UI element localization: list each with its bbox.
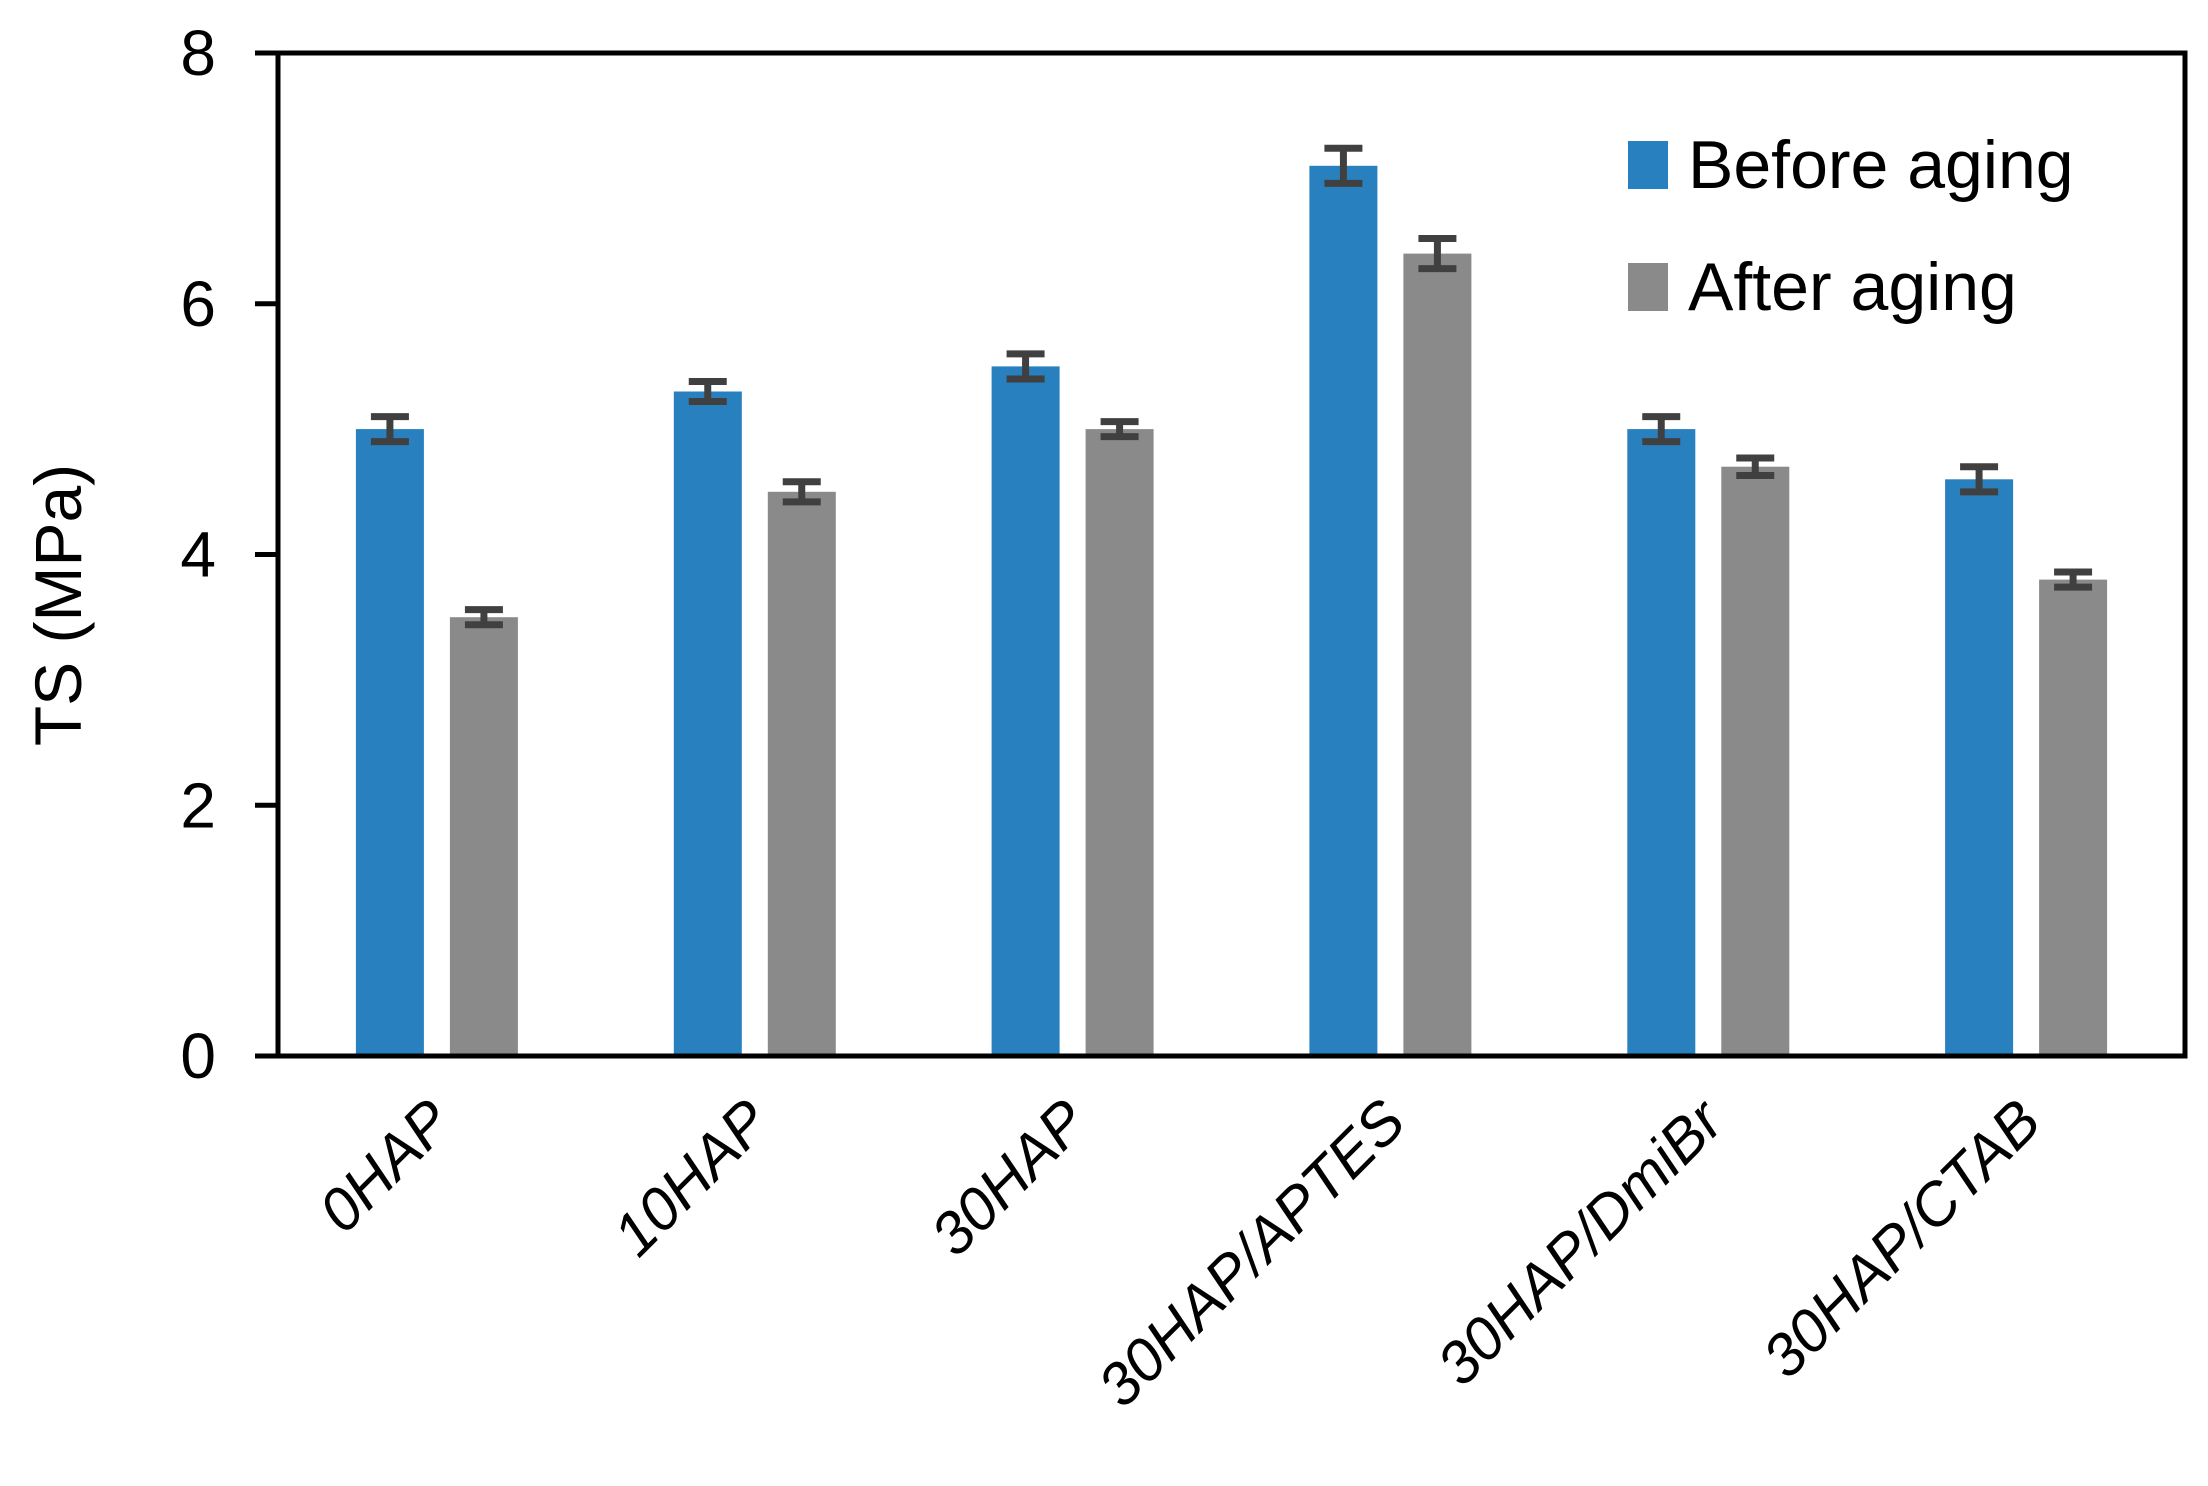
y-tick-label-4: 4: [180, 519, 216, 591]
bars-group: [355, 165, 2108, 1057]
x-category-label-30hap-dmibr: 30HAP/DmiBr: [1424, 1085, 1737, 1398]
x-category-label-30hap-aptes: 30HAP/APTES: [1085, 1087, 1418, 1420]
bar-before-aging-0hap: [355, 429, 424, 1057]
error-bar-before-aging-10hap: [688, 377, 727, 406]
y-tick-label-2: 2: [180, 769, 216, 841]
error-bar-before-aging-30hap-dmibr: [1642, 413, 1681, 446]
error-bar-before-aging-30hap-aptes: [1324, 144, 1363, 187]
error-bar-after-aging-30hap-dmibr: [1736, 454, 1775, 480]
error-bar-after-aging-30hap-ctab: [2054, 568, 2093, 591]
legend-swatch-before-aging-icon: [1628, 141, 1668, 189]
bar-before-aging-30hap-ctab: [1945, 479, 2014, 1056]
error-bar-after-aging-10hap: [782, 478, 821, 506]
x-category-label-0hap: 0HAP: [306, 1087, 464, 1245]
error-bar-after-aging-30hap-aptes: [1418, 235, 1457, 273]
error-bar-before-aging-30hap-ctab: [1960, 463, 1999, 496]
y-axis-ticks: 0 2 4 6 8: [180, 17, 278, 1092]
bar-before-aging-30hap-dmibr: [1627, 429, 1696, 1057]
bar-after-aging-30hap-ctab: [2039, 579, 2108, 1056]
legend: Before aging After aging: [1628, 127, 2074, 325]
bar-after-aging-30hap-dmibr: [1721, 466, 1790, 1056]
x-category-label-30hap: 30HAP: [918, 1087, 1100, 1269]
bar-before-aging-30hap: [991, 366, 1060, 1056]
y-axis-title: TS (MPa): [21, 463, 95, 747]
bar-after-aging-0hap: [449, 617, 518, 1056]
legend-label-before-aging: Before aging: [1688, 127, 2074, 203]
bar-before-aging-30hap-aptes: [1309, 165, 1378, 1057]
bar-before-aging-10hap: [673, 391, 742, 1056]
bar-after-aging-30hap-aptes: [1403, 253, 1472, 1057]
legend-label-after-aging: After aging: [1688, 249, 2017, 325]
x-category-label-30hap-ctab: 30HAP/CTAB: [1750, 1087, 2054, 1391]
legend-item-after-aging: After aging: [1628, 249, 2074, 325]
error-bar-after-aging-30hap: [1100, 418, 1139, 441]
legend-swatch-after-aging-icon: [1628, 263, 1668, 311]
error-bar-before-aging-0hap: [370, 413, 409, 446]
bar-after-aging-30hap: [1085, 429, 1154, 1057]
y-tick-label-6: 6: [180, 268, 216, 340]
bar-after-aging-10hap: [767, 491, 836, 1056]
error-bar-after-aging-0hap: [464, 606, 503, 629]
x-category-label-10hap: 10HAP: [600, 1087, 782, 1269]
error-bars-group: [370, 144, 2093, 629]
error-bar-before-aging-30hap: [1006, 350, 1045, 383]
y-tick-label-8: 8: [180, 17, 216, 89]
y-tick-label-0: 0: [180, 1020, 216, 1092]
legend-item-before-aging: Before aging: [1628, 127, 2074, 203]
